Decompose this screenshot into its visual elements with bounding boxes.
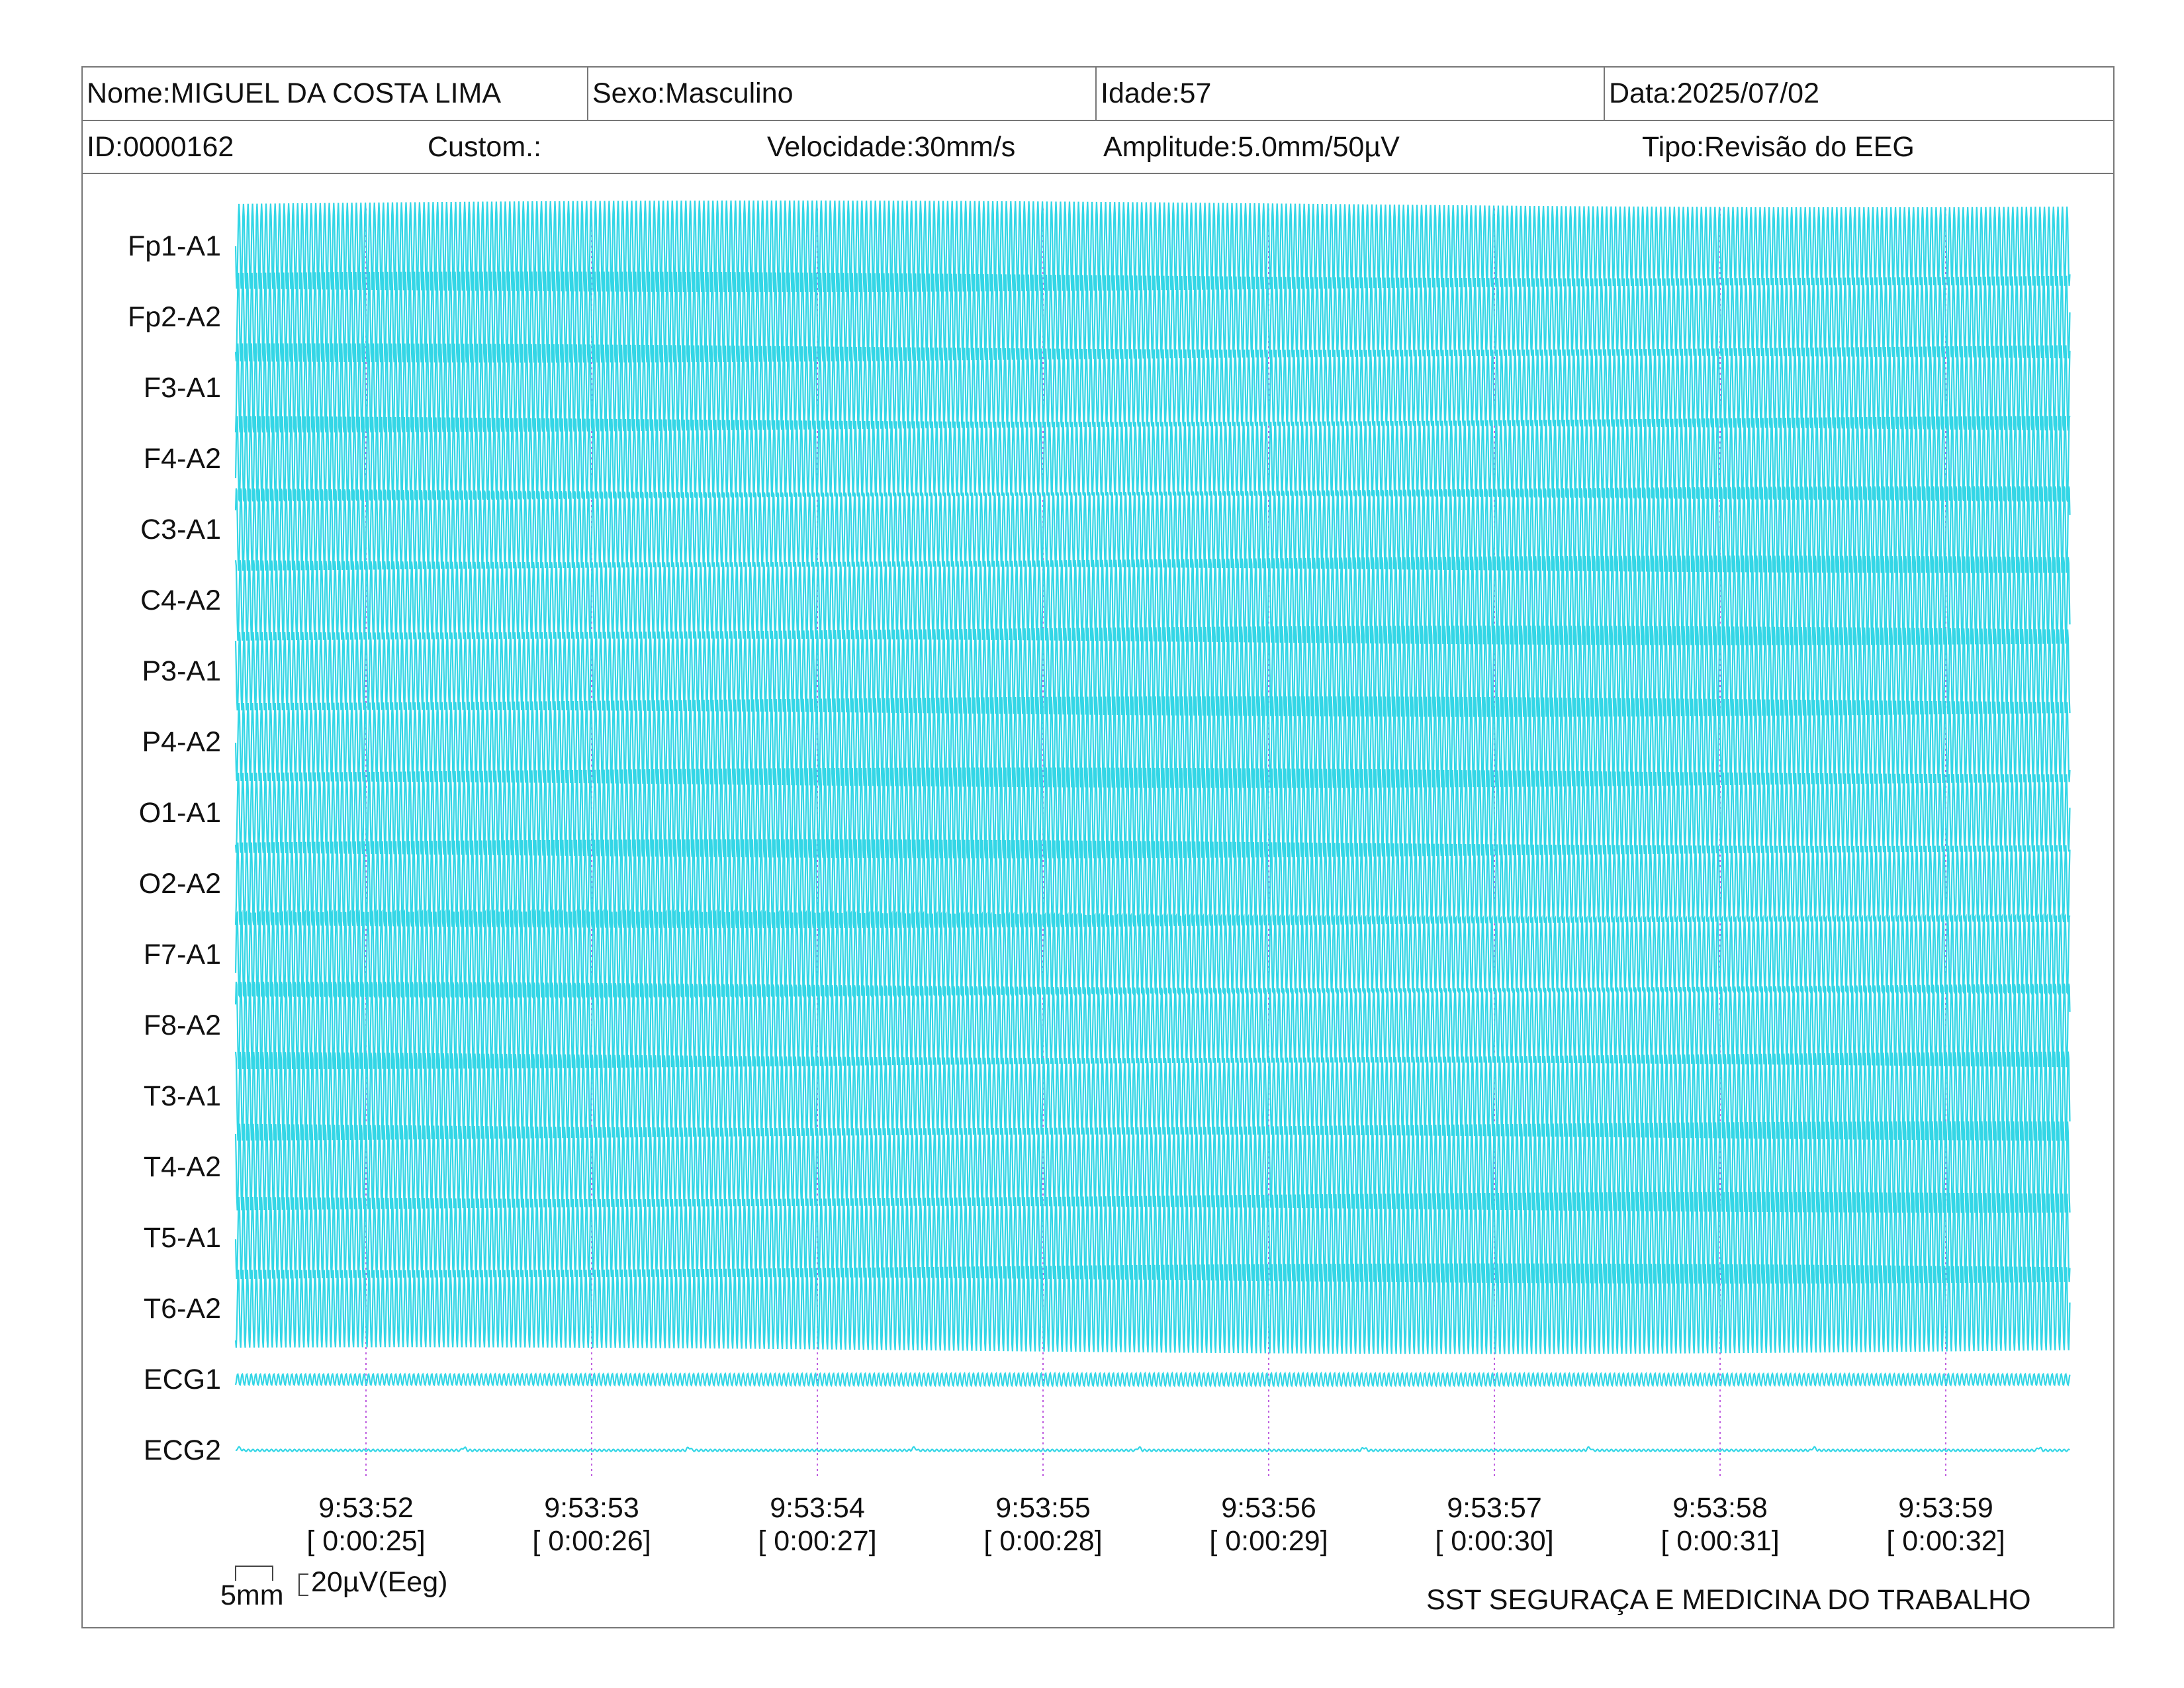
time-marker-elapsed: [ 0:00:32] (1886, 1525, 2005, 1557)
channel-label: F7-A1 (144, 939, 221, 970)
patient-name: Nome:MIGUEL DA COSTA LIMA (87, 77, 502, 109)
speed-field: Velocidade:30mm/s (767, 130, 1016, 163)
time-marker-clock: 9:53:52 (318, 1492, 413, 1524)
time-marker-clock: 9:53:59 (1898, 1492, 1993, 1524)
channel-label: Fp1-A1 (128, 230, 221, 262)
type-field: Tipo:Revisão do EEG (1642, 130, 1915, 163)
time-marker-elapsed: [ 0:00:26] (532, 1525, 651, 1557)
header-row-1: Nome:MIGUEL DA COSTA LIMA Sexo:Masculino… (83, 68, 2113, 121)
trace-ecg1 (234, 1372, 2071, 1387)
trace-t4-a2 (234, 1121, 2071, 1213)
channel-label: ECG1 (144, 1364, 221, 1395)
channel-label: ECG2 (144, 1434, 221, 1466)
trace-t6-a2 (234, 1263, 2071, 1354)
trace-t5-a1 (234, 1192, 2071, 1284)
channel-label: T6-A2 (144, 1293, 221, 1325)
trace-p4-a2 (234, 696, 2071, 788)
calibration-uv-bar (298, 1573, 308, 1596)
patient-id: ID:0000162 (87, 130, 234, 163)
patient-sex: Sexo:Masculino (587, 68, 1095, 120)
trace-c3-a1 (234, 486, 2071, 573)
eeg-report: Nome:MIGUEL DA COSTA LIMA Sexo:Masculino… (81, 66, 2115, 1628)
channel-label: O2-A2 (139, 868, 221, 900)
time-marker-clock: 9:53:58 (1672, 1492, 1767, 1524)
trace-f3-a1 (234, 343, 2071, 433)
channel-label: P3-A1 (142, 655, 221, 687)
channel-label: T4-A2 (144, 1151, 221, 1183)
trace-ecg2 (235, 1446, 2070, 1452)
scale-mm-label: 5mm (220, 1579, 284, 1611)
institution-label: SST SEGURAÇA E MEDICINA DO TRABALHO (1426, 1584, 2031, 1616)
channel-label: Fp2-A2 (128, 301, 221, 333)
trace-fp2-a2 (234, 271, 2071, 363)
trace-f4-a2 (234, 416, 2071, 502)
trace-fp1-a1 (234, 200, 2071, 293)
patient-age: Idade:57 (1095, 68, 1604, 120)
header-row-2: ID:0000162 Custom.: Velocidade:30mm/s Am… (83, 121, 2113, 174)
channel-label: O1-A1 (139, 797, 221, 829)
time-marker-elapsed: [ 0:00:28] (983, 1525, 1102, 1557)
trace-p3-a1 (234, 626, 2071, 717)
time-marker-elapsed: [ 0:00:27] (758, 1525, 876, 1557)
trace-t3-a1 (234, 1051, 2071, 1141)
trace-o2-a2 (234, 839, 2071, 929)
time-marker-elapsed: [ 0:00:25] (306, 1525, 425, 1557)
exam-date: Data:2025/07/02 (1604, 68, 2113, 120)
time-marker-elapsed: [ 0:00:30] (1435, 1525, 1553, 1557)
trace-c4-a2 (234, 555, 2071, 645)
time-marker-elapsed: [ 0:00:29] (1209, 1525, 1328, 1557)
time-marker-clock: 9:53:57 (1447, 1492, 1541, 1524)
channel-label: F3-A1 (144, 372, 221, 404)
time-marker-clock: 9:53:54 (770, 1492, 864, 1524)
custom-field: Custom.: (428, 130, 542, 163)
amplitude-field: Amplitude:5.0mm/50µV (1103, 130, 1400, 163)
channel-label: F8-A2 (144, 1009, 221, 1041)
trace-f7-a1 (234, 909, 2071, 1000)
trace-o1-a1 (234, 767, 2071, 859)
time-marker-elapsed: [ 0:00:31] (1661, 1525, 1779, 1557)
channel-label: T5-A1 (144, 1222, 221, 1254)
trace-f8-a2 (234, 981, 2071, 1070)
time-marker-clock: 9:53:55 (995, 1492, 1090, 1524)
time-marker-clock: 9:53:56 (1221, 1492, 1316, 1524)
channel-label: C3-A1 (140, 514, 221, 545)
channel-label: T3-A1 (144, 1080, 221, 1112)
channel-label: C4-A2 (140, 585, 221, 616)
channel-label: P4-A2 (142, 726, 221, 758)
scale-uv-label: 20µV(Eeg) (311, 1566, 448, 1598)
time-marker-clock: 9:53:53 (544, 1492, 639, 1524)
calibration-mm-bar (235, 1566, 273, 1581)
channel-label: F4-A2 (144, 443, 221, 475)
